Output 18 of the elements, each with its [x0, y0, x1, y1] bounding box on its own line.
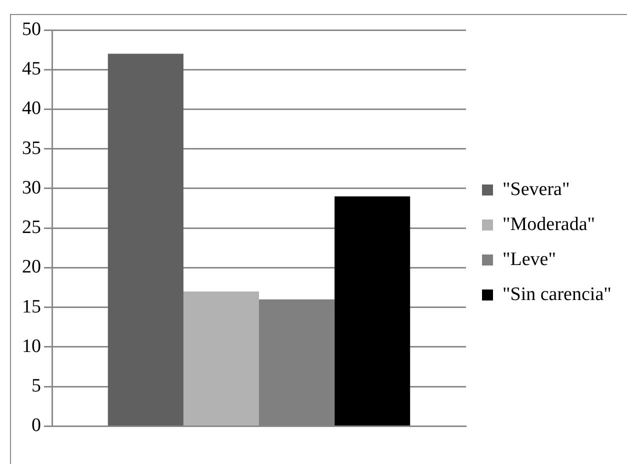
y-tick-label: 30 — [22, 177, 41, 198]
legend-label: "Leve" — [502, 248, 556, 270]
y-tick-label: 15 — [22, 296, 41, 318]
y-tick-label: 10 — [22, 336, 41, 357]
y-tick-label: 25 — [22, 217, 41, 238]
bar — [183, 291, 259, 426]
bar — [334, 196, 410, 426]
y-tick-label: 35 — [22, 138, 41, 159]
legend-label: "Severa" — [502, 178, 570, 200]
y-tick-label: 0 — [32, 415, 41, 436]
bar — [108, 54, 184, 426]
y-tick-label: 5 — [32, 376, 41, 397]
y-tick-label: 20 — [22, 256, 41, 278]
y-tick-label: 50 — [22, 18, 41, 40]
legend-label: "Sin carencia" — [502, 284, 612, 305]
y-tick-label: 45 — [22, 58, 41, 80]
y-tick-label: 40 — [22, 98, 41, 120]
legend-label: "Moderada" — [502, 214, 596, 235]
